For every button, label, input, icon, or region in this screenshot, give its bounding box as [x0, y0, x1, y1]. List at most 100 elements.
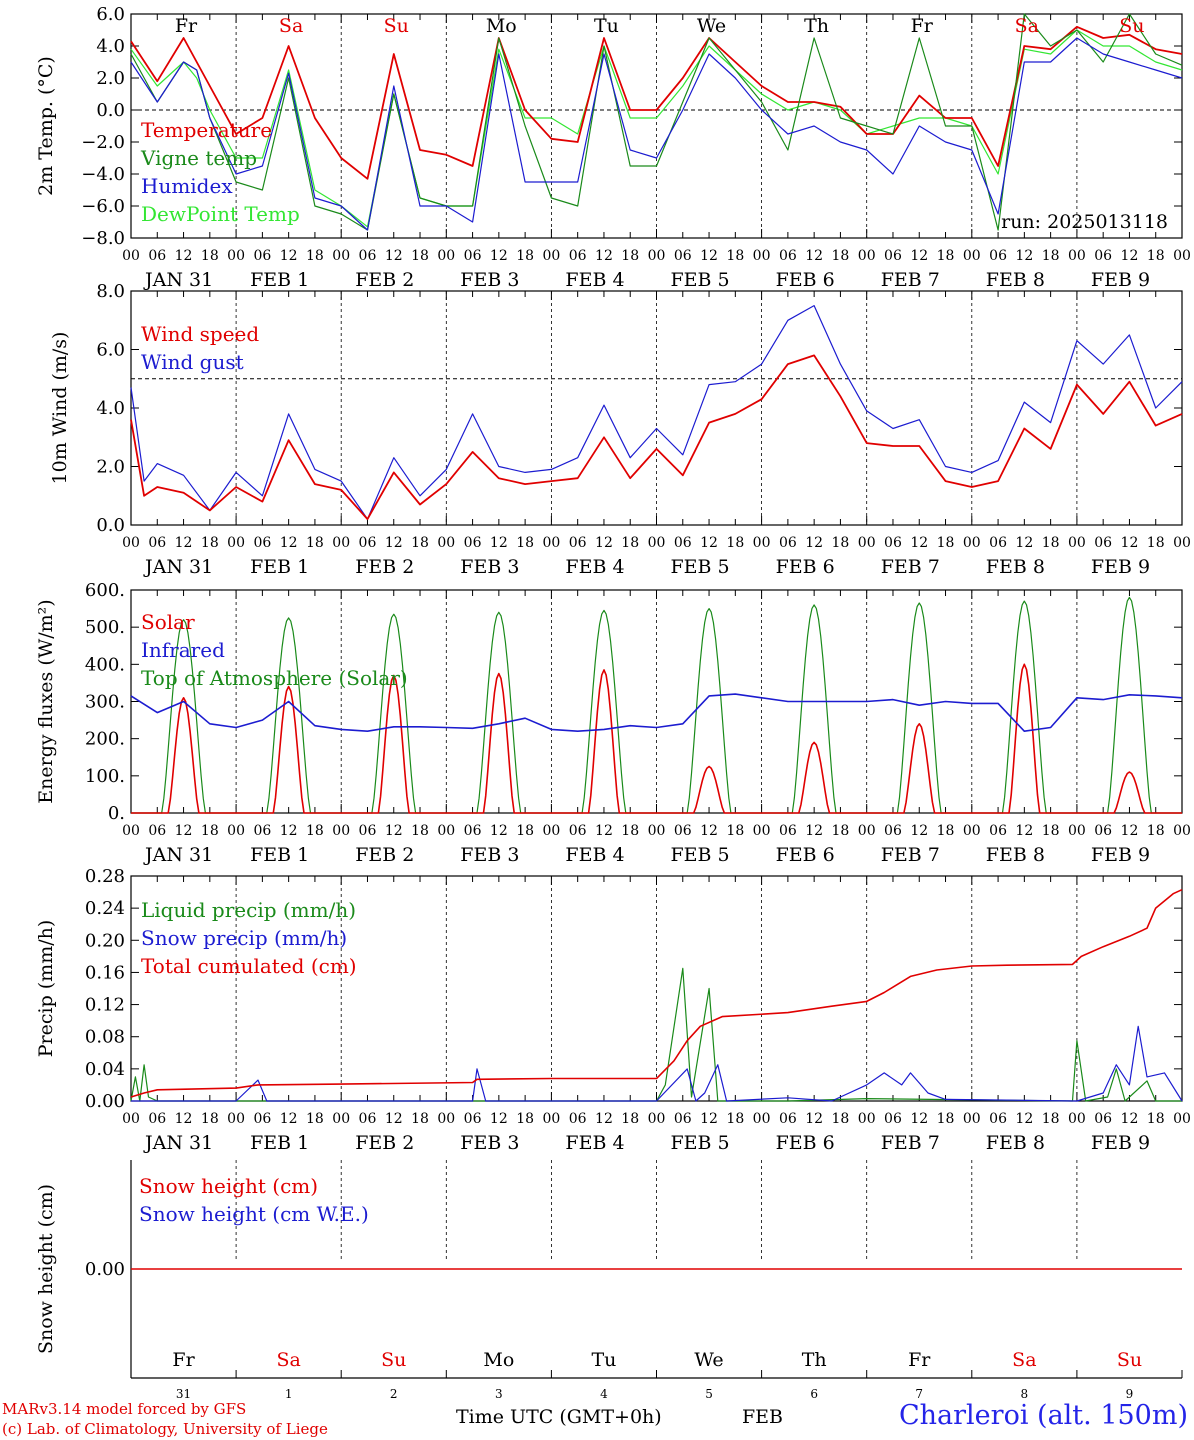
hour-tick-label: 12 — [385, 248, 403, 264]
date-label: FEB 9 — [1091, 844, 1150, 866]
y-tick-label: 100. — [85, 766, 125, 787]
day-name-label: Sa — [276, 1349, 300, 1371]
hour-tick-label: 06 — [989, 248, 1007, 264]
date-label: FEB 4 — [565, 269, 624, 291]
y-tick-label: 0.00 — [85, 1091, 125, 1112]
y-tick-label: 0.00 — [85, 1259, 125, 1280]
hour-tick-label: 18 — [937, 823, 955, 839]
hour-tick-label: 12 — [700, 535, 718, 551]
hour-tick-label: 12 — [910, 1111, 928, 1127]
y-tick-label: 2.0 — [96, 457, 125, 478]
hour-tick-label: 00 — [1068, 1111, 1086, 1127]
hour-tick-label: 06 — [464, 1111, 482, 1127]
hour-tick-label: 06 — [359, 535, 377, 551]
date-label: FEB 5 — [671, 844, 730, 866]
date-label: FEB 7 — [881, 556, 940, 578]
y-tick-label: 400. — [85, 654, 125, 675]
date-label: FEB 1 — [250, 556, 309, 578]
hour-tick-label: 00 — [648, 1111, 666, 1127]
hour-tick-label: 00 — [1173, 535, 1191, 551]
day-number-label: 9 — [1126, 1387, 1134, 1401]
hour-tick-label: 12 — [175, 248, 193, 264]
hour-tick-label: 00 — [858, 1111, 876, 1127]
day-name-label: Sa — [1015, 15, 1039, 37]
hour-tick-label: 12 — [280, 535, 298, 551]
hour-tick-label: 06 — [989, 535, 1007, 551]
day-number-label: 5 — [705, 1387, 713, 1401]
hour-tick-label: 12 — [700, 823, 718, 839]
hour-tick-label: 00 — [648, 248, 666, 264]
credit-line-1: MARv3.14 model forced by GFS — [2, 1400, 247, 1418]
date-label: FEB 2 — [355, 1132, 414, 1154]
hour-tick-label: 06 — [884, 248, 902, 264]
month-label: FEB — [742, 1406, 784, 1428]
date-label: JAN 31 — [143, 556, 213, 578]
hour-tick-label: 00 — [227, 535, 245, 551]
hour-tick-label: 06 — [779, 1111, 797, 1127]
hour-tick-label: 06 — [569, 1111, 587, 1127]
series-line-vigne-temp — [130, 13, 1183, 231]
day-number-label: 8 — [1021, 1387, 1029, 1401]
hour-tick-label: 12 — [910, 823, 928, 839]
hour-tick-label: 18 — [726, 248, 744, 264]
hour-tick-label: 00 — [542, 1111, 560, 1127]
hour-tick-label: 18 — [832, 535, 850, 551]
y-tick-label: 0.20 — [85, 930, 125, 951]
day-number-label: 31 — [176, 1387, 191, 1401]
date-label: FEB 8 — [986, 844, 1045, 866]
hour-tick-label: 12 — [1121, 1111, 1139, 1127]
hour-tick-label: 12 — [805, 248, 823, 264]
legend-entry: DewPoint Temp — [141, 202, 300, 226]
hour-tick-label: 00 — [122, 823, 140, 839]
credit-line-2: (c) Lab. of Climatology, University of L… — [2, 1420, 328, 1438]
hour-tick-label: 12 — [280, 823, 298, 839]
hour-tick-label: 18 — [621, 248, 639, 264]
y-tick-label: 0.08 — [85, 1027, 125, 1048]
hour-tick-label: 12 — [700, 1111, 718, 1127]
y-tick-label: 200. — [85, 729, 125, 750]
hour-tick-label: 18 — [411, 535, 429, 551]
date-label: FEB 5 — [671, 269, 730, 291]
hour-tick-label: 00 — [753, 1111, 771, 1127]
hour-tick-label: 18 — [1042, 248, 1060, 264]
y-axis-title: Precip (mm/h) — [35, 920, 57, 1058]
hour-tick-label: 12 — [490, 823, 508, 839]
hour-tick-label: 18 — [201, 823, 219, 839]
hour-tick-label: 06 — [779, 248, 797, 264]
hour-tick-label: 12 — [1015, 535, 1033, 551]
hour-tick-label: 12 — [805, 823, 823, 839]
day-number-label: 6 — [810, 1387, 818, 1401]
legend-entry: Liquid precip (mm/h) — [141, 898, 356, 922]
hour-tick-label: 06 — [1094, 1111, 1112, 1127]
hour-tick-label: 00 — [122, 1111, 140, 1127]
y-tick-label: 0.12 — [85, 995, 125, 1016]
day-name-label: Tu — [594, 15, 619, 37]
hour-tick-label: 18 — [516, 248, 534, 264]
hour-tick-label: 00 — [542, 535, 560, 551]
hour-tick-label: 12 — [595, 823, 613, 839]
day-number-label: 3 — [495, 1387, 503, 1401]
date-label: FEB 2 — [355, 844, 414, 866]
hour-tick-label: 06 — [148, 1111, 166, 1127]
date-label: FEB 6 — [776, 1132, 835, 1154]
day-name-label: Su — [1117, 1349, 1142, 1371]
date-label: JAN 31 — [143, 269, 213, 291]
date-label: FEB 2 — [355, 269, 414, 291]
hour-tick-label: 06 — [779, 823, 797, 839]
day-name-label: Su — [1119, 15, 1144, 37]
y-tick-label: 500. — [85, 617, 125, 638]
day-name-label: Fr — [172, 1349, 195, 1371]
hour-tick-label: 06 — [464, 535, 482, 551]
legend-entry: Snow height (cm W.E.) — [139, 1202, 369, 1226]
date-label: FEB 7 — [881, 269, 940, 291]
date-label: FEB 4 — [565, 556, 624, 578]
hour-tick-label: 00 — [437, 535, 455, 551]
series-line-humidex — [130, 37, 1183, 231]
y-tick-label: 6.0 — [96, 340, 125, 361]
hour-tick-label: 12 — [385, 823, 403, 839]
hour-tick-label: 06 — [148, 248, 166, 264]
hour-tick-label: 12 — [280, 248, 298, 264]
date-label: FEB 6 — [776, 556, 835, 578]
y-tick-label: 300. — [85, 692, 125, 713]
y-tick-label: −6.0 — [81, 196, 125, 217]
